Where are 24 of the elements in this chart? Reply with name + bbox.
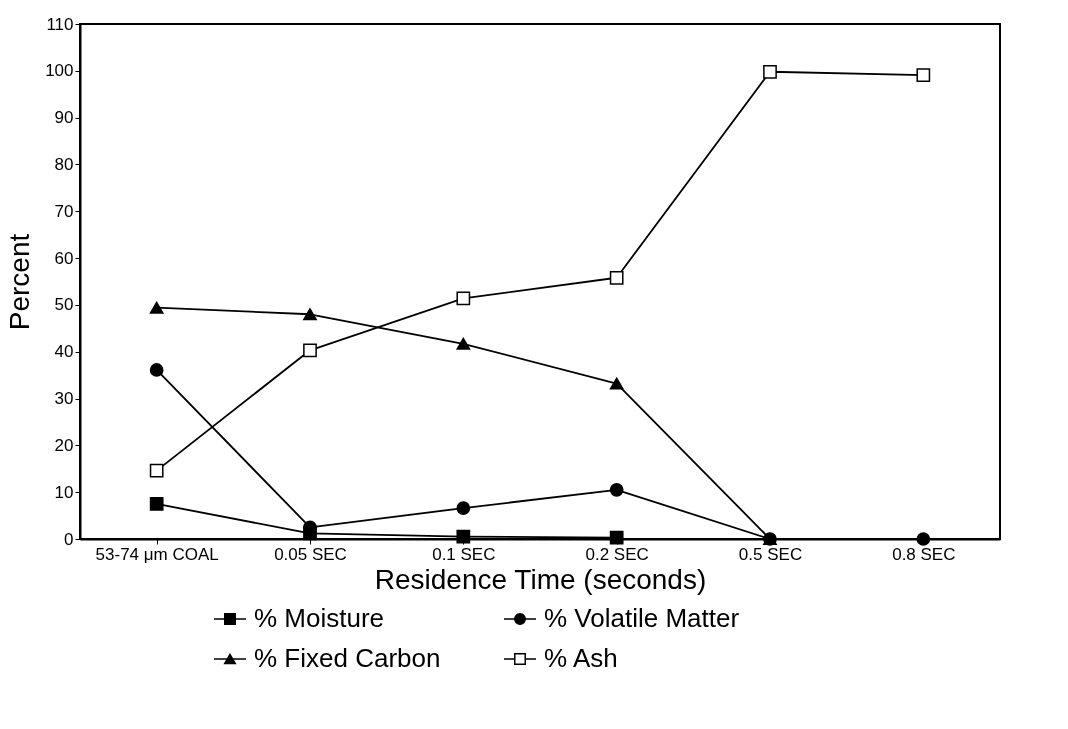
x-tick-label: 0.05 SEC	[274, 544, 347, 564]
y-tick-label: 0	[64, 529, 74, 549]
x-tick-label: 0.2 SEC	[585, 544, 649, 564]
legend-label: % Fixed Carbon	[254, 643, 441, 673]
x-tick-label: 0.1 SEC	[432, 544, 496, 564]
y-tick-label: 10	[54, 482, 74, 502]
y-tick-label: 100	[45, 61, 74, 81]
y-axis-title: Percent	[4, 233, 36, 331]
y-tick-label: 40	[54, 342, 74, 362]
legend-label: % Ash	[544, 643, 618, 673]
y-tick-label: 50	[54, 295, 74, 315]
legend-label: % Volatile Matter	[544, 603, 740, 633]
x-axis-title: Residence Time (seconds)	[374, 563, 707, 595]
y-tick-label: 30	[54, 389, 74, 409]
y-tick-label: 70	[54, 201, 74, 221]
y-tick-label: 90	[54, 108, 74, 128]
y-tick-label: 60	[54, 248, 74, 268]
x-tick-label: 53-74 μm COAL	[95, 544, 219, 564]
x-tick-label: 0.5 SEC	[738, 544, 803, 564]
y-tick-label: 20	[54, 435, 74, 455]
legend-label: % Moisture	[254, 603, 385, 633]
y-tick-label: 80	[54, 154, 74, 174]
x-tick-label: 0.8 SEC	[892, 544, 956, 564]
y-tick-label: 110	[46, 14, 74, 34]
